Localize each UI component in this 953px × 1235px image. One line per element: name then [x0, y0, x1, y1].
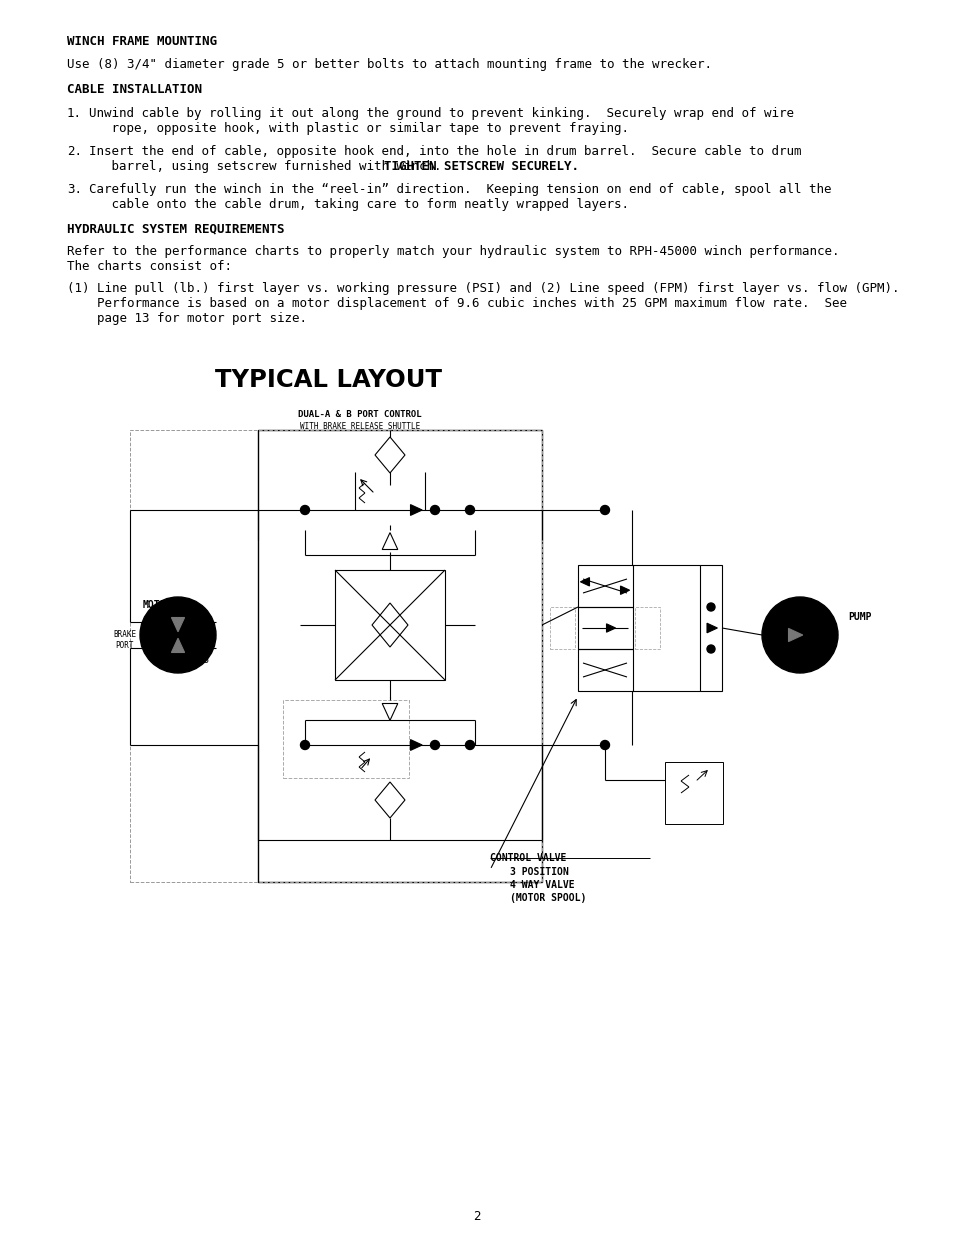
Polygon shape — [579, 578, 589, 585]
Text: The charts consist of:: The charts consist of: — [67, 261, 232, 273]
Bar — [335, 571, 444, 680]
Text: cable onto the cable drum, taking care to form neatly wrapped layers.: cable onto the cable drum, taking care t… — [89, 198, 628, 211]
Text: 3 POSITION: 3 POSITION — [510, 867, 568, 877]
Polygon shape — [410, 740, 422, 751]
Polygon shape — [619, 585, 629, 594]
Polygon shape — [382, 704, 397, 720]
Text: 3.: 3. — [67, 183, 82, 196]
Polygon shape — [172, 638, 185, 652]
Polygon shape — [606, 624, 615, 632]
Text: Carefully run the winch in the “reel-in” direction.  Keeping tension on end of c: Carefully run the winch in the “reel-in”… — [89, 183, 831, 196]
Polygon shape — [706, 624, 717, 632]
Circle shape — [140, 597, 215, 673]
Circle shape — [599, 741, 609, 750]
Circle shape — [430, 505, 439, 515]
Text: (1) Line pull (lb.) first layer vs. working pressure (PSI) and (2) Line speed (F: (1) Line pull (lb.) first layer vs. work… — [67, 282, 899, 295]
Bar — [578, 606, 633, 650]
Circle shape — [706, 603, 714, 611]
Text: CABLE INSTALLATION: CABLE INSTALLATION — [67, 83, 202, 96]
Bar — [664, 762, 722, 824]
Text: rope, opposite hook, with plastic or similar tape to prevent fraying.: rope, opposite hook, with plastic or sim… — [89, 122, 628, 135]
Circle shape — [761, 597, 837, 673]
Circle shape — [599, 505, 609, 515]
Text: CONTROL VALVE: CONTROL VALVE — [490, 853, 566, 863]
Text: MOTOR: MOTOR — [143, 600, 172, 610]
Circle shape — [430, 741, 439, 750]
Bar — [257, 430, 541, 882]
Text: TIGHTEN SETSCREW SECURELY.: TIGHTEN SETSCREW SECURELY. — [383, 161, 578, 173]
Text: PORT: PORT — [115, 641, 134, 650]
Text: WITH BRAKE RELEASE SHUTTLE: WITH BRAKE RELEASE SHUTTLE — [299, 422, 419, 431]
Text: Use (8) 3/4" diameter grade 5 or better bolts to attach mounting frame to the wr: Use (8) 3/4" diameter grade 5 or better … — [67, 58, 711, 70]
Text: (MOTOR SPOOL): (MOTOR SPOOL) — [510, 893, 586, 903]
Bar — [635, 606, 659, 650]
Text: WINCH FRAME MOUNTING: WINCH FRAME MOUNTING — [67, 35, 216, 48]
Polygon shape — [788, 629, 802, 642]
Text: A: A — [202, 618, 208, 627]
Bar — [130, 430, 541, 882]
Text: Insert the end of cable, opposite hook end, into the hole in drum barrel.  Secur: Insert the end of cable, opposite hook e… — [89, 144, 801, 158]
Text: barrel, using setscrew furnished with winch.: barrel, using setscrew furnished with wi… — [89, 161, 456, 173]
Text: Performance is based on a motor displacement of 9.6 cubic inches with 25 GPM max: Performance is based on a motor displace… — [67, 296, 846, 310]
Circle shape — [706, 645, 714, 653]
Text: 2: 2 — [473, 1210, 480, 1223]
Text: Unwind cable by rolling it out along the ground to prevent kinking.  Securely wr: Unwind cable by rolling it out along the… — [89, 107, 793, 120]
Bar — [550, 606, 575, 650]
Text: BRAKE: BRAKE — [113, 630, 136, 638]
Text: Refer to the performance charts to properly match your hydraulic system to RPH-4: Refer to the performance charts to prope… — [67, 245, 839, 258]
Circle shape — [300, 505, 309, 515]
Text: 1.: 1. — [67, 107, 82, 120]
Text: B: B — [202, 655, 208, 664]
Polygon shape — [382, 532, 397, 550]
Bar — [578, 564, 633, 606]
Circle shape — [465, 505, 474, 515]
Bar — [283, 700, 409, 778]
Text: 4 WAY VALVE: 4 WAY VALVE — [510, 881, 574, 890]
Text: 2.: 2. — [67, 144, 82, 158]
Text: TYPICAL LAYOUT: TYPICAL LAYOUT — [214, 368, 441, 391]
Polygon shape — [172, 618, 185, 632]
Circle shape — [300, 741, 309, 750]
Text: HYDRAULIC SYSTEM REQUIREMENTS: HYDRAULIC SYSTEM REQUIREMENTS — [67, 222, 284, 235]
Text: PUMP: PUMP — [847, 613, 871, 622]
Bar — [578, 650, 633, 692]
Text: page 13 for motor port size.: page 13 for motor port size. — [67, 312, 307, 325]
Circle shape — [465, 741, 474, 750]
Polygon shape — [410, 505, 422, 515]
Text: DUAL-A & B PORT CONTROL: DUAL-A & B PORT CONTROL — [298, 410, 421, 419]
Bar — [700, 564, 721, 692]
